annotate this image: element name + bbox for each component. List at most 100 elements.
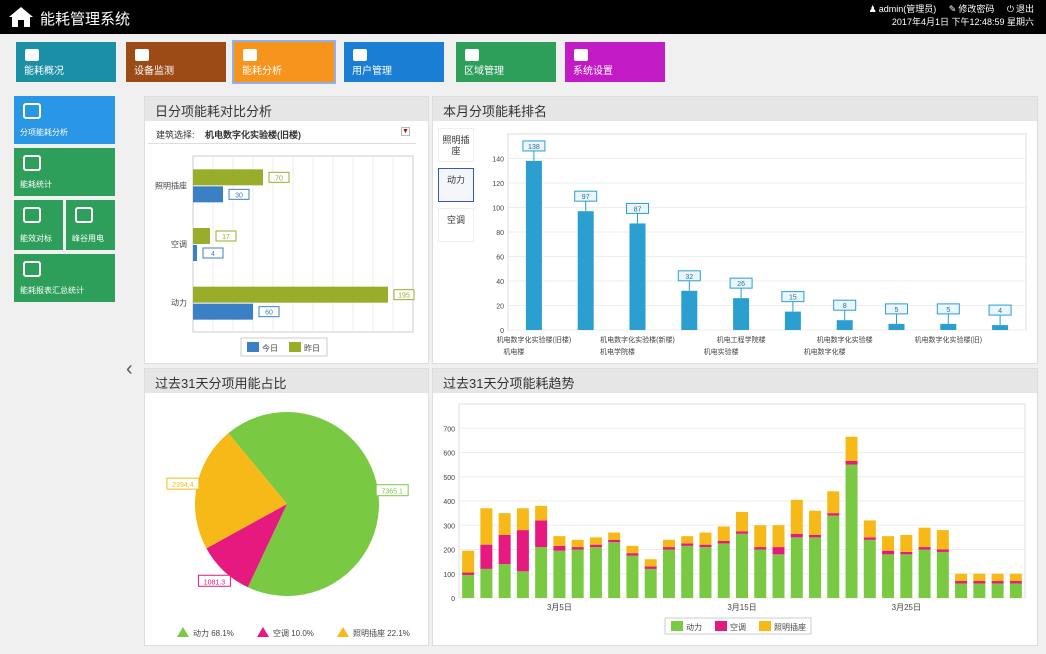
bar-segment-空调 bbox=[973, 581, 986, 584]
bar-segment-动力 bbox=[882, 554, 895, 598]
y-tick: 20 bbox=[496, 304, 504, 311]
x-label: 3月15日 bbox=[727, 603, 756, 612]
bar-segment-空调 bbox=[809, 534, 822, 538]
data-label: 4 bbox=[211, 251, 215, 258]
bar-segment-空调 bbox=[717, 541, 730, 544]
data-label: 15 bbox=[789, 295, 797, 302]
bar-昨日 bbox=[193, 286, 388, 303]
edit-icon: ✎ bbox=[948, 4, 957, 14]
bar bbox=[888, 323, 905, 330]
data-label-box bbox=[393, 289, 415, 301]
panel-title: 日分项能耗对比分析 bbox=[145, 97, 428, 121]
bar-segment-照明插座 bbox=[882, 536, 895, 551]
bar-segment-空调 bbox=[918, 547, 931, 550]
bar-segment-照明插座 bbox=[516, 508, 529, 531]
bar-segment-动力 bbox=[662, 549, 675, 598]
module-tile-4[interactable]: 区域管理 bbox=[456, 42, 556, 82]
bar-segment-空调 bbox=[480, 544, 493, 569]
home-icon[interactable] bbox=[8, 6, 34, 28]
data-label-box bbox=[936, 303, 960, 315]
module-icon bbox=[353, 49, 367, 61]
legend-swatch bbox=[289, 342, 301, 352]
data-label-box bbox=[677, 270, 701, 282]
bar-segment-空调 bbox=[608, 539, 621, 543]
bar-segment-照明插座 bbox=[553, 536, 566, 546]
panel-title: 过去31天分项能耗趋势 bbox=[433, 369, 1037, 393]
y-tick: 0 bbox=[500, 328, 504, 335]
sidebar-label: 峰谷用电 bbox=[72, 234, 104, 243]
x-label: 3月5日 bbox=[547, 603, 572, 612]
bar-segment-动力 bbox=[955, 583, 968, 598]
legend-swatch bbox=[257, 627, 269, 637]
bar-segment-照明插座 bbox=[772, 525, 785, 548]
bar-segment-动力 bbox=[1009, 583, 1022, 598]
sidebar-item-4[interactable]: 能耗报表汇总统计 bbox=[14, 254, 115, 302]
module-tile-5[interactable]: 系统设置 bbox=[565, 42, 665, 82]
data-label-box bbox=[574, 190, 598, 202]
bar-segment-空调 bbox=[644, 566, 657, 569]
sidebar-item-2[interactable]: 能效对标 bbox=[14, 200, 63, 250]
legend-swatch bbox=[247, 342, 259, 352]
daily-bar-chart: 照明插座 70 30 空调 17 4 动力 195 60 今日 昨日 bbox=[155, 155, 415, 357]
bar-segment-照明插座 bbox=[535, 505, 548, 521]
ranking-tab-2[interactable]: 空调 bbox=[438, 208, 474, 242]
y-tick: 600 bbox=[443, 451, 455, 458]
modify-password-link[interactable]: 修改密码 bbox=[958, 4, 995, 14]
data-label-box bbox=[202, 247, 224, 259]
logout-link[interactable]: 退出 bbox=[1015, 4, 1034, 14]
data-label-box bbox=[268, 171, 290, 183]
sidebar-item-0[interactable]: 分项能耗分析 bbox=[14, 96, 115, 144]
bar-segment-照明插座 bbox=[462, 550, 475, 573]
y-tick: 140 bbox=[492, 157, 504, 164]
bar bbox=[577, 211, 594, 330]
sidebar-label: 分项能耗分析 bbox=[20, 128, 68, 137]
sidebar-icon bbox=[23, 261, 41, 277]
bar-昨日 bbox=[193, 169, 263, 186]
bar-昨日 bbox=[193, 228, 210, 244]
data-label: 1081.3 bbox=[204, 579, 226, 586]
data-label: 8 bbox=[843, 303, 847, 310]
y-tick: 100 bbox=[492, 206, 504, 213]
sidebar-icon bbox=[23, 207, 41, 223]
category-label: 照明插座 bbox=[155, 180, 187, 190]
select-label: 建筑选择: bbox=[156, 130, 195, 140]
bar-segment-动力 bbox=[772, 554, 785, 598]
legend-swatch bbox=[337, 627, 349, 637]
bar-今日 bbox=[193, 303, 253, 320]
pie-slice-空调 bbox=[206, 504, 287, 588]
bar-segment-空调 bbox=[863, 537, 876, 540]
bar-segment-动力 bbox=[900, 554, 913, 598]
x-label: 机电楼 bbox=[503, 347, 524, 356]
module-tile-1[interactable]: 设备监测 bbox=[126, 42, 226, 82]
ranking-tab-0[interactable]: 照明插座 bbox=[438, 128, 474, 162]
x-label: 机电数字化实验楼(旧) bbox=[914, 335, 982, 344]
data-label: 7365.1 bbox=[381, 489, 403, 496]
data-label: 60 bbox=[265, 310, 273, 317]
sidebar-label: 能耗报表汇总统计 bbox=[20, 286, 84, 295]
module-tile-0[interactable]: 能耗概况 bbox=[16, 42, 116, 82]
module-tile-3[interactable]: 用户管理 bbox=[344, 42, 444, 82]
bar-segment-照明插座 bbox=[626, 545, 639, 554]
bar-segment-动力 bbox=[845, 464, 858, 598]
module-label: 能耗分析 bbox=[242, 66, 282, 77]
bar-segment-空调 bbox=[827, 513, 840, 516]
chevron-down-icon: ▼ bbox=[401, 127, 410, 136]
x-label: 机电数字化实验楼(新楼) bbox=[600, 335, 675, 344]
data-label: 26 bbox=[737, 281, 745, 288]
ranking-tab-1[interactable]: 动力 bbox=[438, 168, 474, 202]
user-name[interactable]: admin(管理员) bbox=[878, 4, 937, 14]
module-icon bbox=[25, 49, 39, 61]
bar-segment-照明插座 bbox=[991, 573, 1004, 582]
category-label: 动力 bbox=[171, 298, 187, 308]
sidebar-item-3[interactable]: 峰谷用电 bbox=[66, 200, 115, 250]
y-tick: 60 bbox=[496, 255, 504, 262]
data-label-box bbox=[729, 277, 753, 289]
building-select[interactable]: 建筑选择: 机电数字化实验楼(旧楼) ▼ bbox=[148, 124, 416, 144]
bar-segment-照明插座 bbox=[644, 559, 657, 567]
legend-label: 照明插座 22.1% bbox=[353, 628, 410, 638]
bar-segment-空调 bbox=[462, 572, 475, 575]
sidebar-item-1[interactable]: 能耗统计 bbox=[14, 148, 115, 196]
module-tile-2[interactable]: 能耗分析 bbox=[232, 40, 336, 84]
collapse-arrow-icon[interactable]: ‹ bbox=[126, 358, 133, 380]
legend-swatch bbox=[177, 627, 189, 637]
